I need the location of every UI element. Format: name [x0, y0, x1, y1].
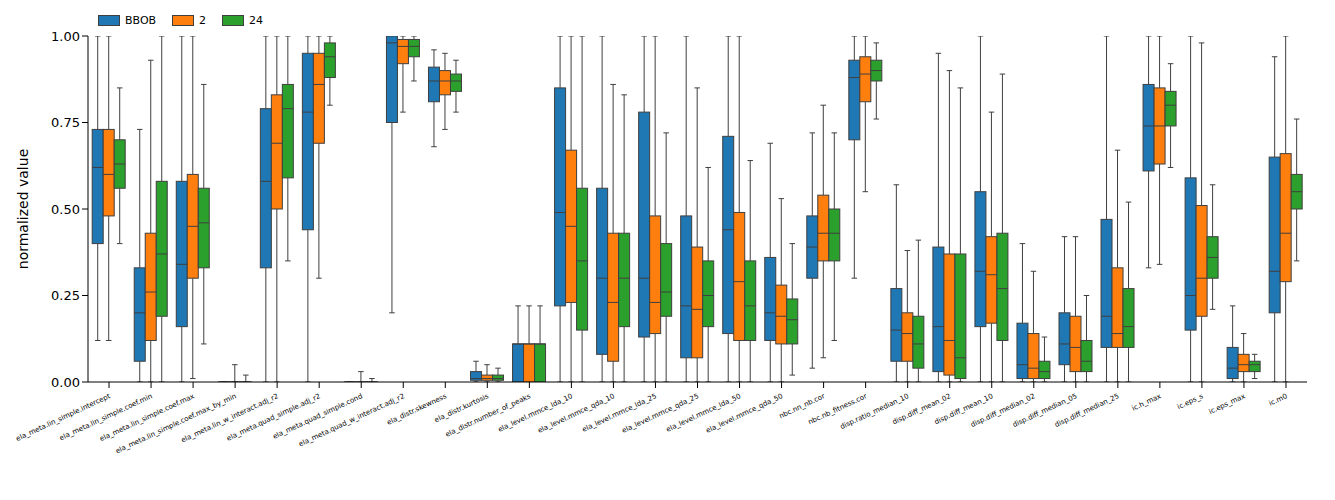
svg-text:ela_meta.quad_w_interact.adj_r: ela_meta.quad_w_interact.adj_r2	[297, 392, 406, 449]
svg-text:ela_level.mmce_qda_50: ela_level.mmce_qda_50	[705, 392, 784, 435]
svg-text:0.75: 0.75	[51, 115, 80, 130]
svg-text:normalized value: normalized value	[15, 149, 31, 269]
svg-text:ela_meta.lin_simple.coef.min: ela_meta.lin_simple.coef.min	[58, 392, 154, 443]
svg-text:disp.diff_mean_02: disp.diff_mean_02	[891, 392, 953, 427]
svg-text:ela_level.mmce_qda_25: ela_level.mmce_qda_25	[621, 392, 700, 435]
svg-text:disp.diff_median_05: disp.diff_median_05	[1011, 392, 1079, 429]
html-text:BBOB: BBOB	[125, 14, 157, 27]
svg-text:nbc.nb_fitness.cor: nbc.nb_fitness.cor	[807, 392, 869, 427]
svg-text:ic.m0: ic.m0	[1268, 392, 1289, 407]
svg-text:ela_level.mmce_qda_10: ela_level.mmce_qda_10	[537, 392, 616, 435]
svg-text:ela_level.mmce_lda_50: ela_level.mmce_lda_50	[665, 392, 742, 434]
svg-text:disp.diff_mean_10: disp.diff_mean_10	[933, 392, 995, 427]
svg-text:disp.diff_median_25: disp.diff_median_25	[1054, 392, 1121, 429]
svg-text:ic.h_max: ic.h_max	[1131, 392, 1163, 412]
svg-text:0.50: 0.50	[51, 202, 80, 217]
svg-text:1.00: 1.00	[51, 29, 80, 44]
svg-text:ic.eps_max: ic.eps_max	[1208, 392, 1247, 416]
svg-text:ela_distr.number_of_peaks: ela_distr.number_of_peaks	[444, 392, 532, 439]
svg-text:ela_meta.lin_simple.coef.max: ela_meta.lin_simple.coef.max	[98, 392, 196, 444]
html-text:2: 2	[199, 14, 207, 27]
svg-text:ela_meta.quad_simple.adj_r2: ela_meta.quad_simple.adj_r2	[225, 392, 322, 443]
svg-text:0.00: 0.00	[51, 375, 80, 390]
svg-text:disp.ratio_median_10: disp.ratio_median_10	[839, 392, 910, 431]
svg-text:nbc.nn_nb.cor: nbc.nn_nb.cor	[777, 392, 827, 421]
html-text:24: 24	[249, 14, 264, 27]
svg-text:ic.eps_s: ic.eps_s	[1176, 392, 1205, 411]
svg-text:ela_level.mmce_lda_25: ela_level.mmce_lda_25	[581, 392, 658, 434]
svg-text:0.25: 0.25	[51, 288, 80, 303]
svg-text:ela_level.mmce_lda_10: ela_level.mmce_lda_10	[497, 392, 574, 434]
svg-text:ela_distr.skewness: ela_distr.skewness	[385, 392, 448, 427]
svg-text:ela_meta.lin_w_interact.adj_r2: ela_meta.lin_w_interact.adj_r2	[179, 392, 280, 445]
svg-text:disp.diff_median_02: disp.diff_median_02	[969, 392, 1037, 429]
svg-text:ela_meta.lin_simple.intercept: ela_meta.lin_simple.intercept	[14, 392, 112, 443]
svg-text:ela_meta.quad_simple.cond: ela_meta.quad_simple.cond	[271, 392, 364, 441]
svg-text:ela_distr.kurtosis: ela_distr.kurtosis	[433, 392, 490, 425]
svg-text:ela_meta.lin_simple.coef.max_b: ela_meta.lin_simple.coef.max_by_min	[114, 392, 238, 456]
